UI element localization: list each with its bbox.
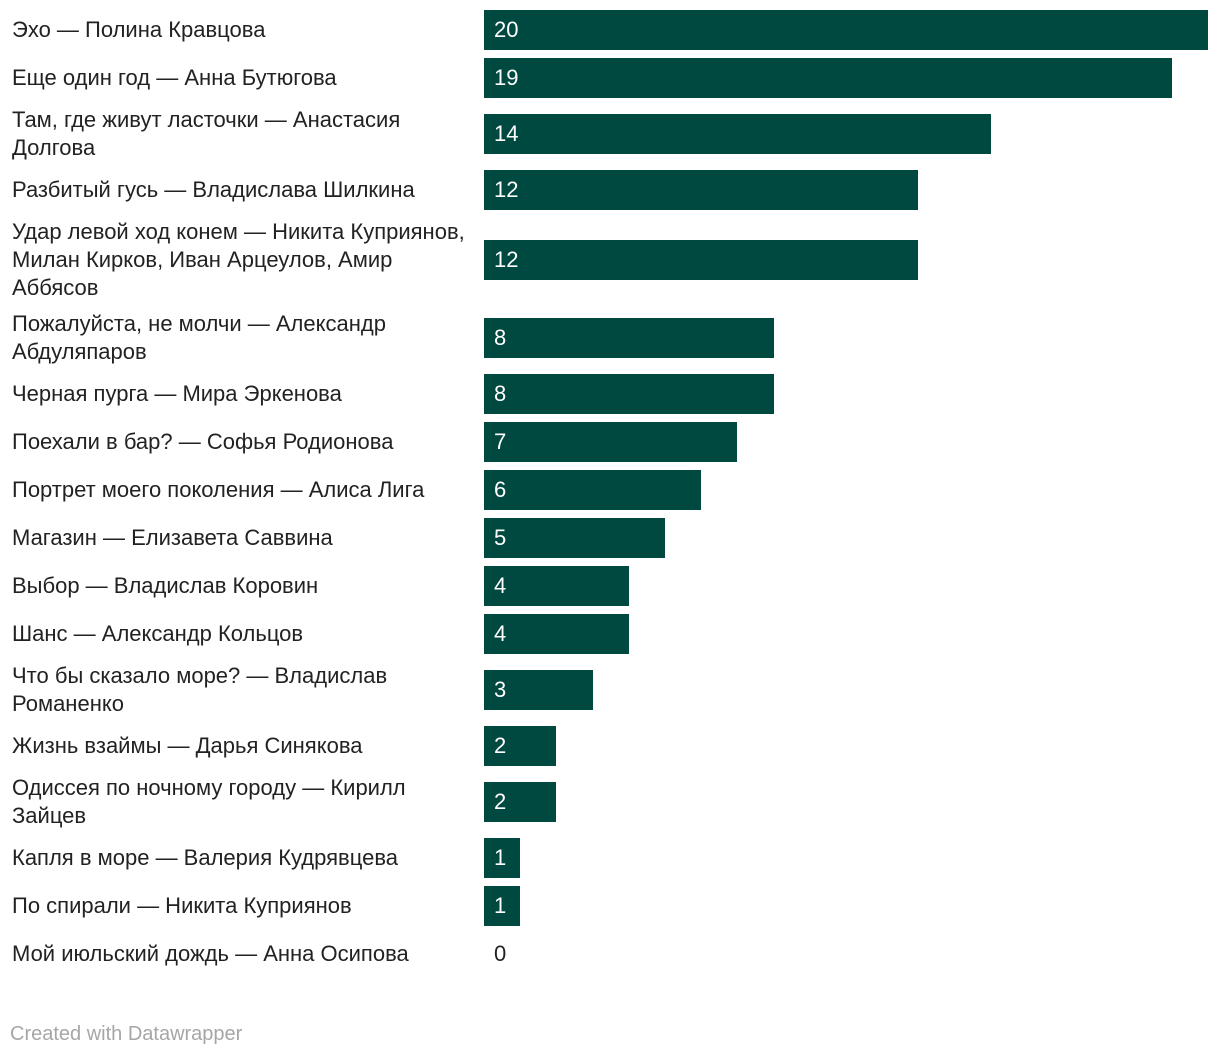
bar-label: Эхо — Полина Кравцова bbox=[12, 17, 266, 42]
datawrapper-credit[interactable]: Created with Datawrapper bbox=[10, 1023, 243, 1045]
bar-label: Удар левой ход конем — Никита Куприянов,… bbox=[12, 219, 465, 300]
bar-value-label: 0 bbox=[494, 941, 507, 966]
bar bbox=[484, 886, 520, 926]
bar-label: Еще один год — Анна Бутюгова bbox=[12, 65, 337, 90]
bar-chart: Эхо — Полина Кравцова 20 Еще один год — Ан… bbox=[12, 10, 1208, 966]
bar-label: Магазин — Елизавета Саввина bbox=[12, 525, 333, 550]
bar bbox=[484, 374, 774, 414]
bar-value-label: 7 bbox=[494, 429, 507, 454]
bar-label: Черная пурга — Мира Эркенова bbox=[12, 381, 342, 406]
bar bbox=[484, 318, 774, 358]
bar-label: Выбор — Владислав Коровин bbox=[12, 573, 319, 598]
bar-value-label: 5 bbox=[494, 525, 507, 550]
bar-value-label: 8 bbox=[494, 325, 507, 350]
bar-value-label: 1 bbox=[494, 893, 507, 918]
bar-label: Шанс — Александр Кольцов bbox=[12, 621, 304, 646]
bar-value-label: 20 bbox=[494, 17, 519, 42]
bar-label: Жизнь взаймы — Дарья Синякова bbox=[12, 733, 363, 758]
bar-value-label: 4 bbox=[494, 573, 507, 598]
bar-value-label: 4 bbox=[494, 621, 507, 646]
bar bbox=[484, 566, 629, 606]
bar-label: Разбитый гусь — Владислава Шилкина bbox=[12, 177, 415, 202]
bar-value-label: 12 bbox=[494, 247, 519, 272]
bar bbox=[484, 114, 991, 154]
bar-value-label: 2 bbox=[494, 789, 507, 814]
bar-value-label: 12 bbox=[494, 177, 519, 202]
bar-value-label: 1 bbox=[494, 845, 507, 870]
bar bbox=[484, 726, 556, 766]
bar bbox=[484, 422, 737, 462]
bar bbox=[484, 518, 665, 558]
bar-label: Мой июльский дождь — Анна Осипова bbox=[12, 941, 409, 966]
bar-label: Капля в море — Валерия Кудрявцева bbox=[12, 845, 398, 870]
bar-label: Одиссея по ночному городу — Кирилл Зайце… bbox=[12, 775, 406, 828]
bar-value-label: 14 bbox=[494, 121, 519, 146]
bar bbox=[484, 670, 593, 710]
bar-label: Что бы сказало море? — Владислав Романен… bbox=[12, 663, 388, 716]
bar-label: Портрет моего поколения — Алиса Лига bbox=[12, 477, 425, 502]
bar bbox=[484, 10, 1208, 50]
bar bbox=[484, 782, 556, 822]
bar-label: Там, где живут ласточки — Анастасия Долг… bbox=[12, 107, 401, 160]
bar-label: Поехали в бар? — Софья Родионова bbox=[12, 429, 394, 454]
bar-label: Пожалуйста, не молчи — Александр Абдуляп… bbox=[12, 311, 386, 364]
bar bbox=[484, 470, 701, 510]
bar-label: По спирали — Никита Куприянов bbox=[12, 893, 352, 918]
bar-value-label: 2 bbox=[494, 733, 507, 758]
bar bbox=[484, 838, 520, 878]
bar bbox=[484, 170, 918, 210]
bar-value-label: 8 bbox=[494, 381, 507, 406]
bar-value-label: 6 bbox=[494, 477, 507, 502]
bar bbox=[484, 614, 629, 654]
bar-value-label: 19 bbox=[494, 65, 519, 90]
bar-value-label: 3 bbox=[494, 677, 507, 702]
bar bbox=[484, 58, 1172, 98]
bar bbox=[484, 240, 918, 280]
